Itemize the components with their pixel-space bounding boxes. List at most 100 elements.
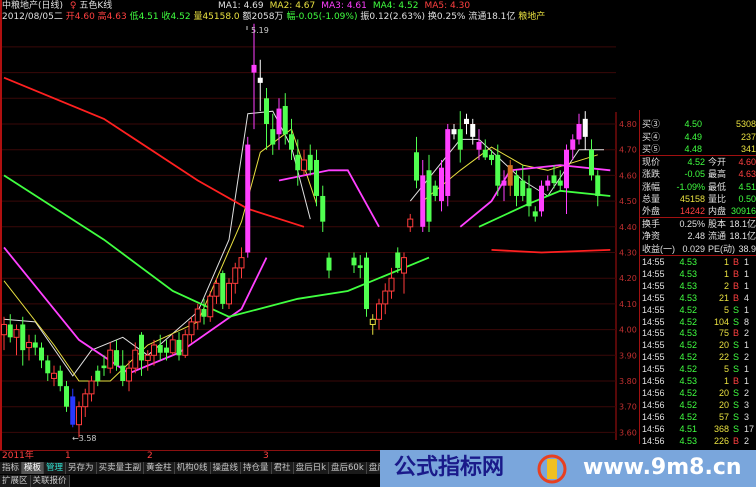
candle[interactable] — [264, 88, 269, 150]
candle[interactable] — [395, 247, 401, 274]
candle[interactable] — [13, 324, 20, 356]
tab-row1-9[interactable]: 君社 — [271, 462, 294, 474]
candle[interactable] — [45, 355, 51, 381]
candle[interactable] — [107, 342, 114, 374]
candle[interactable] — [164, 339, 169, 361]
candle[interactable] — [570, 134, 576, 160]
candle[interactable] — [326, 252, 332, 279]
mode-label[interactable]: 五色K线 — [79, 1, 113, 11]
candle[interactable] — [251, 23, 257, 130]
candle[interactable] — [382, 283, 389, 315]
candle[interactable] — [432, 180, 438, 202]
candle[interactable] — [169, 334, 176, 356]
candle[interactable] — [188, 316, 195, 343]
candle[interactable] — [76, 401, 82, 438]
candle[interactable] — [120, 350, 126, 387]
candle[interactable] — [70, 388, 76, 428]
candle[interactable] — [226, 278, 232, 310]
candle[interactable] — [439, 159, 444, 212]
candle[interactable] — [39, 342, 44, 369]
candle[interactable] — [564, 144, 569, 214]
candle[interactable] — [51, 365, 57, 387]
candle[interactable] — [457, 111, 463, 163]
candle[interactable] — [407, 213, 414, 232]
candle[interactable] — [557, 170, 563, 191]
tab-row2-0[interactable]: 扩展区 — [0, 475, 31, 487]
candle[interactable] — [245, 136, 251, 258]
candle[interactable] — [414, 136, 419, 189]
candle[interactable] — [351, 252, 357, 274]
candle[interactable] — [476, 129, 482, 160]
candle[interactable] — [482, 139, 488, 160]
candle[interactable] — [95, 365, 101, 387]
candle[interactable] — [532, 206, 538, 222]
candle[interactable] — [388, 267, 395, 299]
tab-row1-8[interactable]: 持仓量 — [241, 462, 272, 474]
candle[interactable] — [495, 144, 501, 196]
candle[interactable] — [545, 175, 551, 191]
candle[interactable] — [470, 118, 476, 145]
candle[interactable] — [314, 149, 319, 207]
tab-row1-10[interactable]: 盘后日k — [293, 462, 329, 474]
tab-row1-4[interactable]: 买卖量主副 — [96, 462, 145, 474]
candlestick-chart[interactable]: 4.80 4.70 4.60 4.50 4.40 4.30 4.20 4.10 4.00 3.90… — [0, 0, 640, 450]
tab-row1-11[interactable]: 盘后60k — [329, 462, 367, 474]
candle[interactable] — [132, 342, 139, 374]
candle[interactable] — [282, 93, 288, 145]
candle[interactable] — [364, 252, 369, 317]
candle[interactable] — [88, 375, 95, 402]
candle[interactable] — [220, 270, 226, 310]
candle[interactable] — [114, 339, 119, 371]
tab-row1-1[interactable]: 模板 — [22, 462, 45, 474]
candle[interactable] — [7, 314, 13, 343]
candle[interactable] — [194, 303, 201, 330]
candle[interactable] — [64, 381, 69, 412]
candle[interactable] — [464, 113, 469, 135]
candle[interactable] — [451, 124, 457, 140]
candle[interactable] — [582, 111, 588, 150]
candle[interactable] — [157, 334, 163, 361]
candle[interactable] — [57, 365, 63, 392]
candle[interactable] — [501, 170, 507, 202]
candle[interactable] — [32, 334, 38, 356]
candle[interactable] — [520, 165, 526, 202]
candle[interactable] — [126, 360, 132, 392]
candle[interactable] — [182, 329, 189, 358]
candle[interactable] — [1, 316, 7, 351]
candle[interactable] — [595, 170, 601, 207]
candle[interactable] — [144, 350, 151, 371]
candle[interactable] — [276, 98, 282, 150]
candle[interactable] — [401, 252, 407, 294]
tab-row1-5[interactable]: 黄金柱 — [144, 462, 175, 474]
candle[interactable] — [139, 332, 144, 376]
candle[interactable] — [320, 185, 326, 232]
candle[interactable] — [376, 298, 382, 330]
candle[interactable] — [445, 124, 451, 207]
candle[interactable] — [307, 144, 313, 176]
candle[interactable] — [238, 247, 245, 279]
tab-row1-2[interactable]: 管理 — [44, 462, 67, 474]
tab-row1-7[interactable]: 操盘线 — [210, 462, 242, 474]
tab-row1-0[interactable]: 指标 — [0, 462, 23, 474]
candle[interactable] — [576, 113, 582, 145]
candle[interactable] — [151, 339, 157, 366]
candle[interactable] — [301, 149, 307, 176]
pin-icon[interactable]: ♀ — [69, 1, 77, 11]
candle[interactable] — [207, 291, 214, 322]
candle[interactable] — [101, 355, 107, 376]
candle[interactable] — [257, 59, 263, 112]
tab-row1-6[interactable]: 机构0线 — [174, 462, 211, 474]
candle[interactable] — [589, 139, 594, 181]
candle[interactable] — [20, 316, 26, 366]
candle[interactable] — [551, 165, 557, 189]
candle[interactable] — [357, 255, 363, 279]
candle[interactable] — [420, 159, 426, 232]
candle[interactable] — [426, 154, 432, 232]
candle[interactable] — [526, 175, 532, 217]
sector[interactable]: 粮地产 — [518, 12, 546, 22]
candle[interactable] — [82, 388, 89, 417]
candle[interactable] — [176, 332, 182, 361]
tab-row1-3[interactable]: 另存为 — [66, 462, 97, 474]
candle[interactable] — [514, 170, 519, 207]
candle[interactable] — [270, 113, 276, 155]
